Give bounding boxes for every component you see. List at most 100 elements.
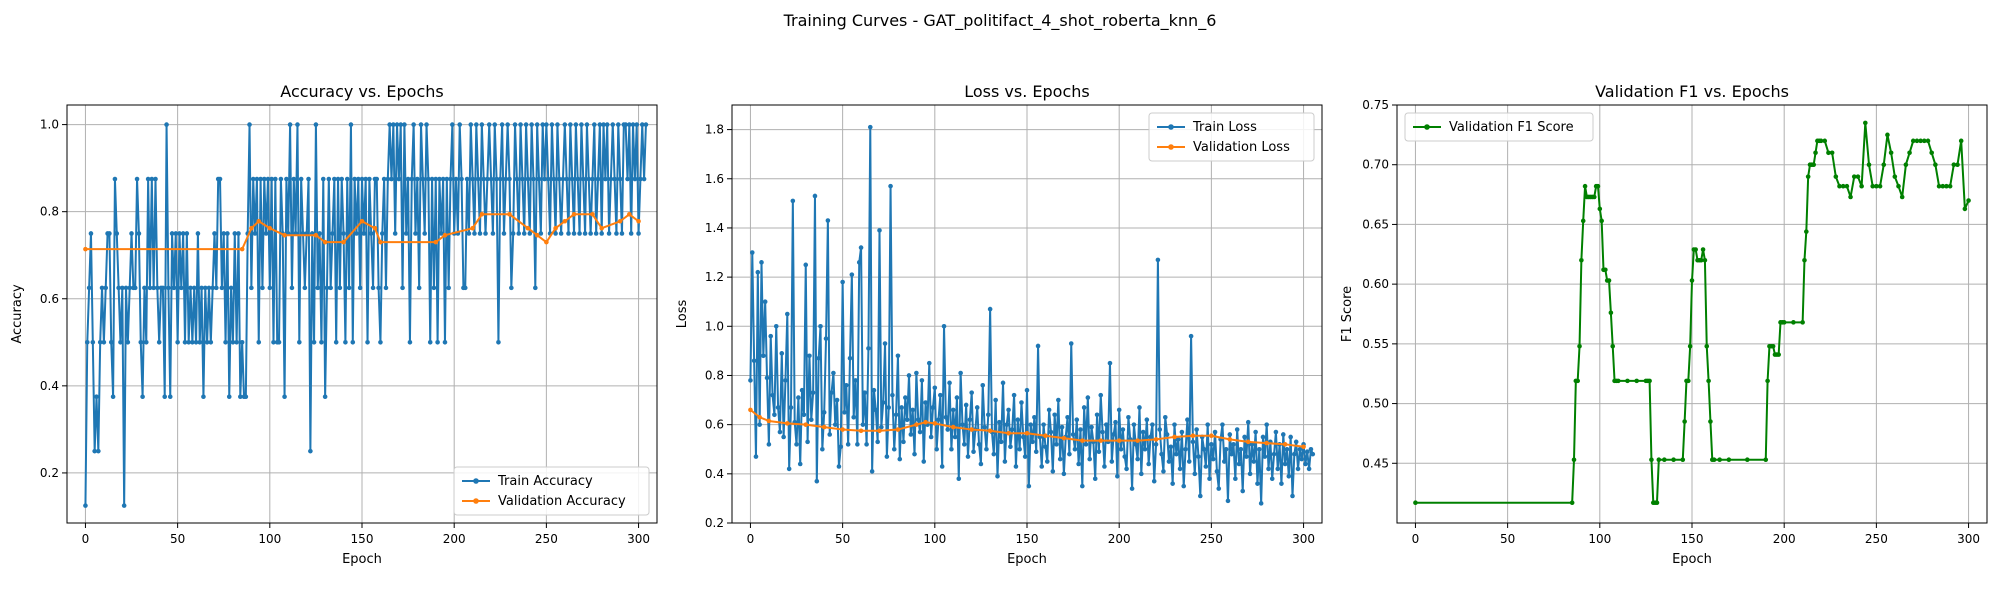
data-point bbox=[1599, 218, 1604, 224]
data-point bbox=[998, 439, 1004, 445]
data-point bbox=[475, 176, 481, 182]
data-point bbox=[1087, 456, 1092, 462]
data-point bbox=[1231, 442, 1236, 447]
data-point bbox=[997, 419, 1002, 425]
data-point bbox=[1580, 218, 1586, 224]
data-point bbox=[86, 285, 92, 291]
legend-box bbox=[1148, 112, 1315, 162]
data-point bbox=[619, 231, 625, 236]
y-tick-label: 0.4 bbox=[40, 379, 59, 393]
data-point bbox=[180, 231, 186, 236]
data-point bbox=[440, 176, 446, 182]
data-point bbox=[579, 122, 584, 127]
data-point bbox=[1299, 456, 1305, 462]
legend-box bbox=[1404, 112, 1594, 142]
data-point bbox=[387, 122, 392, 127]
data-point bbox=[339, 176, 345, 182]
data-point bbox=[1951, 162, 1957, 168]
data-point bbox=[847, 355, 853, 361]
data-point bbox=[842, 410, 847, 415]
data-point bbox=[943, 414, 949, 420]
subplot-title: Accuracy vs. Epochs bbox=[280, 82, 443, 101]
data-point bbox=[1172, 422, 1177, 427]
data-point bbox=[1571, 457, 1577, 463]
data-point bbox=[603, 176, 608, 182]
data-point bbox=[1292, 451, 1297, 457]
data-point bbox=[391, 122, 396, 127]
data-point bbox=[1870, 183, 1875, 189]
data-point bbox=[1284, 446, 1290, 452]
data-point bbox=[1067, 451, 1072, 457]
data-point bbox=[536, 176, 542, 182]
data-point bbox=[864, 442, 869, 447]
data-point bbox=[208, 340, 214, 345]
data-point bbox=[564, 176, 569, 182]
data-point bbox=[1140, 429, 1146, 435]
x-tick-label: 250 bbox=[1865, 532, 1888, 546]
data-point bbox=[906, 373, 912, 378]
data-point bbox=[1210, 456, 1216, 462]
data-point bbox=[1818, 138, 1824, 144]
data-point bbox=[969, 390, 974, 395]
data-point bbox=[140, 394, 145, 400]
y-tick-label: 0.6 bbox=[40, 292, 59, 306]
data-point bbox=[597, 122, 603, 127]
data-point bbox=[1039, 464, 1045, 469]
data-point bbox=[311, 340, 317, 345]
data-point bbox=[1577, 343, 1582, 349]
data-point bbox=[1822, 138, 1828, 144]
data-point bbox=[1306, 466, 1312, 472]
data-point bbox=[956, 476, 962, 482]
data-point bbox=[1175, 437, 1181, 442]
figure-suptitle: Training Curves - GAT_politifact_4_shot_… bbox=[783, 11, 1217, 31]
data-point bbox=[1914, 138, 1920, 144]
data-point bbox=[337, 285, 343, 291]
data-point bbox=[1308, 446, 1314, 452]
data-point bbox=[197, 340, 203, 345]
data-point bbox=[521, 231, 527, 236]
data-point bbox=[1019, 400, 1024, 405]
data-point bbox=[446, 285, 451, 291]
data-point bbox=[1028, 422, 1033, 427]
x-tick-label: 250 bbox=[535, 532, 558, 546]
data-point bbox=[1863, 120, 1868, 126]
data-point bbox=[1061, 435, 1067, 441]
data-point bbox=[901, 439, 906, 445]
data-point bbox=[359, 218, 365, 224]
data-point bbox=[1907, 150, 1912, 156]
data-point bbox=[1625, 378, 1630, 384]
data-point bbox=[188, 285, 193, 291]
data-point bbox=[632, 176, 638, 182]
data-point bbox=[256, 340, 262, 345]
data-point bbox=[1844, 183, 1850, 189]
data-point bbox=[514, 176, 520, 182]
data-point bbox=[269, 176, 274, 182]
data-point bbox=[860, 422, 866, 427]
data-point bbox=[1704, 343, 1710, 349]
data-point bbox=[1671, 457, 1676, 463]
x-tick-label: 50 bbox=[170, 532, 185, 546]
data-point bbox=[1654, 500, 1660, 506]
data-point bbox=[1693, 247, 1698, 252]
data-point bbox=[829, 390, 834, 395]
data-point bbox=[392, 231, 398, 236]
data-point bbox=[1052, 412, 1057, 418]
data-point bbox=[1687, 343, 1693, 349]
legend-box bbox=[453, 466, 650, 516]
data-point bbox=[350, 340, 356, 345]
data-point bbox=[816, 355, 821, 361]
data-point bbox=[249, 285, 254, 291]
data-point bbox=[867, 124, 873, 130]
data-point bbox=[544, 239, 549, 245]
y-tick-label: 1.4 bbox=[705, 221, 724, 235]
data-point bbox=[492, 122, 498, 127]
data-point bbox=[840, 279, 845, 285]
data-point bbox=[509, 285, 514, 291]
data-point bbox=[950, 424, 956, 430]
data-point bbox=[877, 228, 882, 233]
data-point bbox=[260, 285, 265, 291]
data-point bbox=[343, 340, 348, 345]
data-point bbox=[1030, 439, 1035, 445]
data-point bbox=[291, 176, 297, 182]
x-tick-label: 300 bbox=[627, 532, 650, 546]
